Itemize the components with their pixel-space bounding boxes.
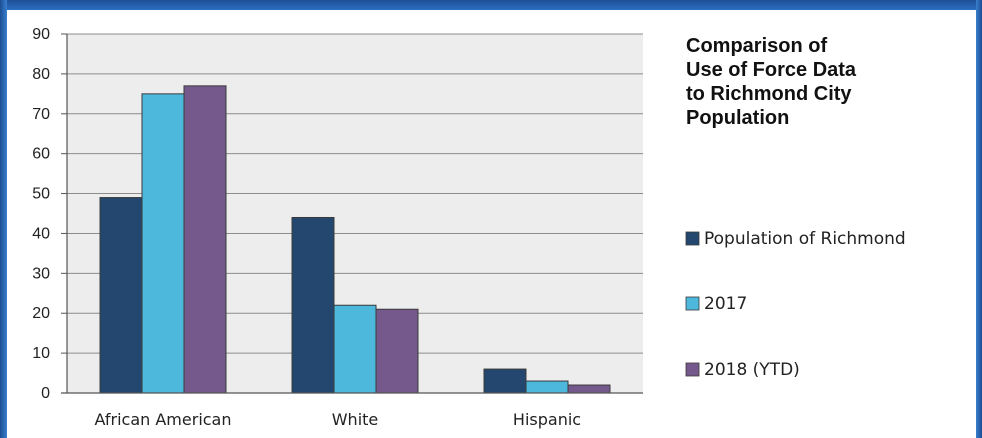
y-tick-label: 80 [32, 66, 50, 83]
slide-frame-right [976, 0, 982, 438]
legend: Population of Richmond 2017 2018 (YTD) [685, 229, 906, 380]
y-tick-label: 70 [32, 106, 50, 123]
chart-title-line: Population [686, 107, 789, 129]
bar [483, 368, 527, 394]
y-tick-label: 30 [32, 265, 50, 282]
bar [375, 308, 419, 394]
legend-swatch [685, 296, 700, 311]
bar [141, 93, 185, 394]
bar [567, 384, 611, 394]
y-tick-label: 0 [41, 385, 50, 402]
bars [99, 85, 611, 394]
legend-label: 2017 [704, 294, 747, 314]
x-category-label: Hispanic [513, 410, 581, 429]
y-tick-label: 40 [32, 225, 50, 242]
x-axis: African American White Hispanic [61, 392, 643, 429]
x-category-label: African American [95, 410, 232, 429]
x-category-label: White [332, 410, 379, 429]
y-tick-label: 90 [32, 26, 50, 43]
legend-swatch [685, 231, 700, 246]
slide-frame-left [0, 0, 7, 438]
y-axis: 0 10 20 30 40 50 60 70 80 90 [32, 26, 68, 402]
legend-label: Population of Richmond [704, 229, 906, 249]
legend-swatch [685, 362, 700, 377]
slide-frame-top [0, 0, 982, 10]
legend-label: 2018 (YTD) [704, 360, 800, 380]
y-tick-label: 10 [32, 345, 50, 362]
y-tick-label: 20 [32, 305, 50, 322]
chart-title-line: Comparison of [686, 35, 827, 57]
y-tick-label: 50 [32, 186, 50, 203]
bar [525, 380, 569, 394]
y-tick-label: 60 [32, 146, 50, 163]
chart-title-line: to Richmond City [686, 83, 852, 105]
bar [99, 197, 143, 394]
bar [183, 85, 227, 394]
bar [291, 216, 335, 394]
bar [333, 304, 377, 394]
chart-title-line: Use of Force Data [686, 59, 857, 81]
